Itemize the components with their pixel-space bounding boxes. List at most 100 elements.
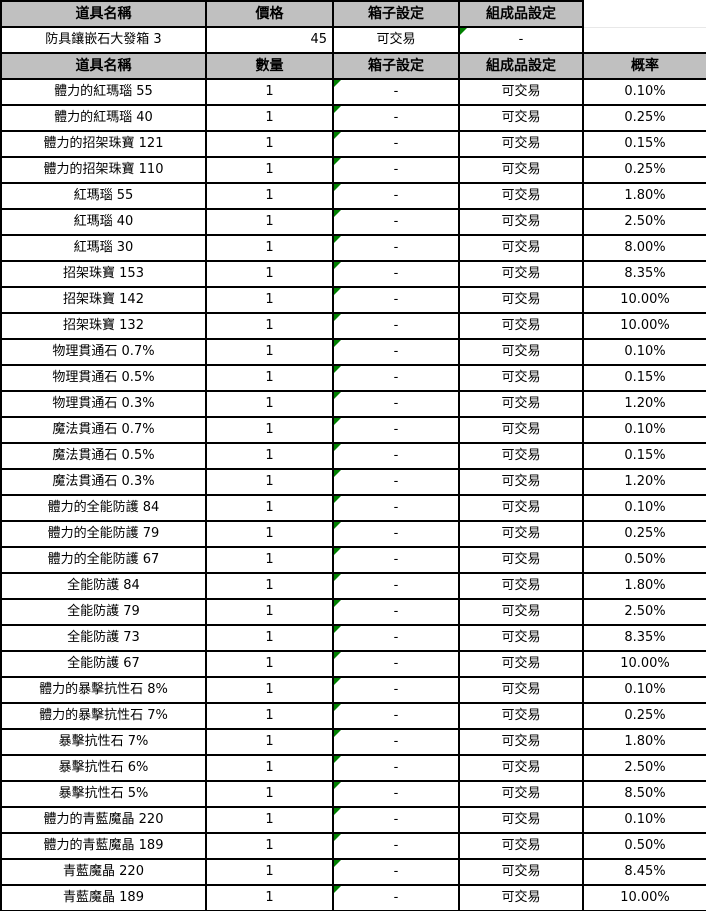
cell-box-setting[interactable]: - [332, 260, 460, 288]
cell-probability[interactable]: 0.10% [582, 78, 706, 106]
cell-box-setting[interactable]: - [332, 572, 460, 600]
cell-box-name[interactable]: 防具鑲嵌石大發箱 3 [0, 26, 207, 54]
cell-quantity[interactable]: 1 [205, 416, 334, 444]
cell-quantity[interactable]: 1 [205, 676, 334, 704]
cell-component-setting[interactable]: 可交易 [458, 624, 584, 652]
cell-probability[interactable]: 8.00% [582, 234, 706, 262]
cell-box-setting[interactable]: - [332, 182, 460, 210]
cell-item-name[interactable]: 招架珠寶 153 [0, 260, 207, 288]
cell-item-name[interactable]: 體力的全能防護 67 [0, 546, 207, 574]
cell-box-setting[interactable]: - [332, 754, 460, 782]
cell-box-setting[interactable]: - [332, 312, 460, 340]
cell-probability[interactable]: 2.50% [582, 208, 706, 236]
cell-item-name[interactable]: 魔法貫通石 0.5% [0, 442, 207, 470]
cell-quantity[interactable]: 1 [205, 806, 334, 834]
cell-quantity[interactable]: 1 [205, 234, 334, 262]
cell-probability[interactable]: 0.25% [582, 702, 706, 730]
header-cell-item-name[interactable]: 道具名稱 [0, 0, 207, 28]
cell-item-name[interactable]: 體力的紅瑪瑙 55 [0, 78, 207, 106]
cell-component-setting[interactable]: 可交易 [458, 806, 584, 834]
cell-box-trade[interactable]: 可交易 [332, 26, 460, 54]
cell-component-setting[interactable]: 可交易 [458, 286, 584, 314]
cell-component-setting[interactable]: 可交易 [458, 572, 584, 600]
cell-probability[interactable]: 0.10% [582, 676, 706, 704]
cell-probability[interactable]: 8.45% [582, 858, 706, 886]
cell-component-setting[interactable]: 可交易 [458, 754, 584, 782]
cell-box-price[interactable]: 45 [205, 26, 334, 54]
cell-quantity[interactable]: 1 [205, 104, 334, 132]
cell-quantity[interactable]: 1 [205, 624, 334, 652]
cell-box-setting[interactable]: - [332, 624, 460, 652]
cell-box-setting[interactable]: - [332, 104, 460, 132]
cell-box-setting[interactable]: - [332, 364, 460, 392]
cell-component-setting[interactable]: 可交易 [458, 442, 584, 470]
cell-quantity[interactable]: 1 [205, 182, 334, 210]
cell-quantity[interactable]: 1 [205, 286, 334, 314]
cell-probability[interactable]: 0.25% [582, 156, 706, 184]
cell-box-setting[interactable]: - [332, 520, 460, 548]
cell-box-setting[interactable]: - [332, 702, 460, 730]
cell-item-name[interactable]: 紅瑪瑙 40 [0, 208, 207, 236]
cell-probability[interactable]: 10.00% [582, 312, 706, 340]
cell-quantity[interactable]: 1 [205, 754, 334, 782]
cell-box-setting[interactable]: - [332, 156, 460, 184]
cell-item-name[interactable]: 體力的招架珠寶 110 [0, 156, 207, 184]
cell-probability[interactable]: 10.00% [582, 650, 706, 678]
cell-component-setting[interactable]: 可交易 [458, 78, 584, 106]
cell-box-setting[interactable]: - [332, 650, 460, 678]
cell-item-name[interactable]: 體力的全能防護 79 [0, 520, 207, 548]
cell-probability[interactable]: 1.20% [582, 468, 706, 496]
cell-item-name[interactable]: 物理貫通石 0.7% [0, 338, 207, 366]
cell-component-setting[interactable]: 可交易 [458, 702, 584, 730]
cell-component-setting[interactable]: 可交易 [458, 728, 584, 756]
header-cell-price[interactable]: 價格 [205, 0, 334, 28]
cell-probability[interactable]: 0.25% [582, 104, 706, 132]
cell-component-setting[interactable]: 可交易 [458, 182, 584, 210]
cell-item-name[interactable]: 魔法貫通石 0.3% [0, 468, 207, 496]
cell-item-name[interactable]: 暴擊抗性石 6% [0, 754, 207, 782]
cell-box-setting[interactable]: - [332, 884, 460, 911]
cell-item-name[interactable]: 魔法貫通石 0.7% [0, 416, 207, 444]
cell-probability[interactable]: 8.35% [582, 260, 706, 288]
cell-item-name[interactable]: 體力的青藍魔晶 189 [0, 832, 207, 860]
cell-quantity[interactable]: 1 [205, 208, 334, 236]
cell-component-setting[interactable]: 可交易 [458, 468, 584, 496]
cell-quantity[interactable]: 1 [205, 260, 334, 288]
cell-quantity[interactable]: 1 [205, 884, 334, 911]
cell-probability[interactable]: 8.50% [582, 780, 706, 808]
cell-probability[interactable]: 0.15% [582, 130, 706, 158]
cell-box-setting[interactable]: - [332, 208, 460, 236]
cell-item-name[interactable]: 全能防護 84 [0, 572, 207, 600]
header2-cell-box-setting[interactable]: 箱子設定 [332, 52, 460, 80]
cell-quantity[interactable]: 1 [205, 390, 334, 418]
cell-quantity[interactable]: 1 [205, 494, 334, 522]
cell-item-name[interactable]: 青藍魔晶 189 [0, 884, 207, 911]
empty-corner-cell[interactable] [583, 27, 706, 53]
cell-quantity[interactable]: 1 [205, 728, 334, 756]
cell-box-setting[interactable]: - [332, 494, 460, 522]
cell-component-setting[interactable]: 可交易 [458, 338, 584, 366]
cell-box-setting[interactable]: - [332, 234, 460, 262]
cell-item-name[interactable]: 體力的全能防護 84 [0, 494, 207, 522]
cell-item-name[interactable]: 青藍魔晶 220 [0, 858, 207, 886]
header2-cell-item-name[interactable]: 道具名稱 [0, 52, 207, 80]
cell-component-setting[interactable]: 可交易 [458, 234, 584, 262]
cell-quantity[interactable]: 1 [205, 520, 334, 548]
cell-item-name[interactable]: 招架珠寶 142 [0, 286, 207, 314]
empty-corner-cell[interactable] [583, 1, 706, 28]
cell-component-setting[interactable]: 可交易 [458, 676, 584, 704]
cell-component-setting[interactable]: 可交易 [458, 156, 584, 184]
cell-box-setting[interactable]: - [332, 390, 460, 418]
cell-quantity[interactable]: 1 [205, 572, 334, 600]
cell-item-name[interactable]: 全能防護 67 [0, 650, 207, 678]
cell-quantity[interactable]: 1 [205, 832, 334, 860]
cell-quantity[interactable]: 1 [205, 130, 334, 158]
cell-quantity[interactable]: 1 [205, 338, 334, 366]
header2-cell-quantity[interactable]: 數量 [205, 52, 334, 80]
cell-box-setting[interactable]: - [332, 130, 460, 158]
cell-probability[interactable]: 0.10% [582, 494, 706, 522]
cell-probability[interactable]: 1.20% [582, 390, 706, 418]
cell-box-setting[interactable]: - [332, 416, 460, 444]
cell-box-setting[interactable]: - [332, 806, 460, 834]
header2-cell-component-setting[interactable]: 組成品設定 [458, 52, 584, 80]
